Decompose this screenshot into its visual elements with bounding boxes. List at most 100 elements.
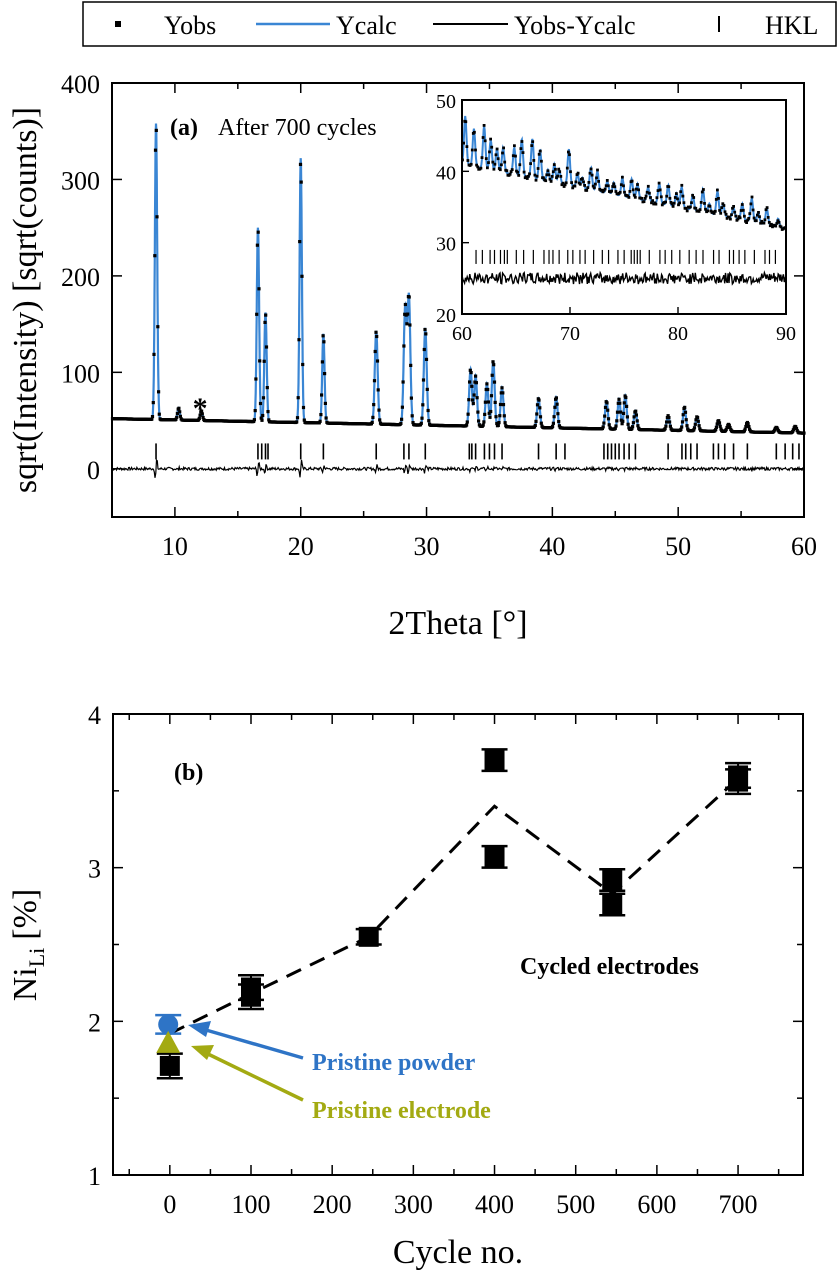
obs-point bbox=[321, 334, 325, 338]
cycled-electrode-point bbox=[241, 986, 261, 1007]
obs-point bbox=[260, 418, 264, 422]
inset-obs-point bbox=[679, 190, 683, 194]
inset-obs-point bbox=[487, 161, 490, 164]
obs-point bbox=[301, 405, 306, 410]
inset-obs-point bbox=[646, 184, 650, 188]
b-x-tick-label: 700 bbox=[719, 1190, 758, 1219]
obs-point bbox=[156, 325, 160, 329]
inset-obs-point bbox=[631, 188, 635, 192]
cycled-electrode-point bbox=[358, 926, 379, 947]
inset-obs-point bbox=[717, 197, 720, 200]
inset-obs-point bbox=[571, 186, 575, 190]
obs-point bbox=[696, 419, 700, 423]
obs-point bbox=[620, 422, 624, 426]
inset-obs-point bbox=[560, 183, 564, 187]
cycled-electrode-point bbox=[484, 750, 505, 771]
obs-point bbox=[679, 427, 683, 431]
inset-obs-point bbox=[604, 184, 608, 188]
obs-point bbox=[319, 413, 323, 417]
obs-point bbox=[697, 424, 701, 428]
inset-obs-point bbox=[517, 174, 521, 177]
b-y-label-unit: [%] bbox=[7, 889, 44, 940]
inset-obs-point bbox=[557, 167, 561, 171]
inset-obs-point bbox=[605, 179, 609, 182]
inset-hkl-ticks bbox=[475, 249, 776, 264]
inset-obs-point bbox=[658, 188, 662, 192]
obs-point bbox=[692, 428, 696, 432]
obs-point bbox=[747, 425, 751, 429]
inset-obs-point bbox=[479, 166, 483, 170]
pristine-electrode-point bbox=[156, 1030, 181, 1053]
obs-point bbox=[501, 403, 506, 407]
cycled-electrode-point bbox=[602, 869, 623, 890]
obs-point bbox=[634, 413, 638, 417]
obs-point bbox=[714, 425, 718, 429]
inset-obs-point bbox=[536, 167, 540, 170]
obs-point bbox=[409, 363, 413, 367]
legend-label-hkl: HKL bbox=[765, 11, 818, 40]
inset-obs-point bbox=[690, 201, 693, 205]
inset-obs-point bbox=[637, 188, 640, 192]
obs-point bbox=[371, 415, 375, 419]
obs-point bbox=[375, 334, 379, 339]
inset-obs-point bbox=[500, 163, 503, 167]
obs-point bbox=[399, 421, 403, 425]
obs-point bbox=[635, 419, 639, 423]
b-y-label-sub: Li bbox=[24, 948, 49, 968]
inset-obs-point bbox=[689, 205, 692, 209]
inset-obs-point bbox=[595, 176, 598, 180]
obs-point bbox=[553, 405, 557, 409]
inset-obs-point bbox=[722, 204, 726, 207]
inset-obs-point bbox=[558, 170, 562, 174]
inset-obs-point bbox=[503, 160, 507, 164]
obs-point bbox=[668, 424, 672, 428]
legend: Yobs Ycalc Yobs-Ycalc HKL bbox=[82, 1, 837, 47]
inset-obs-point bbox=[493, 162, 497, 166]
obs-point bbox=[717, 421, 722, 425]
obs-point bbox=[488, 415, 492, 419]
obs-point bbox=[685, 424, 689, 428]
obs-point bbox=[324, 416, 328, 420]
inset-y-ticks: 20 30 40 50 bbox=[436, 91, 469, 327]
trend-line bbox=[169, 777, 740, 1035]
inset-obs-point bbox=[774, 224, 778, 228]
inset-obs-point bbox=[466, 159, 470, 162]
obs-point bbox=[262, 359, 266, 363]
inset-obs-point bbox=[768, 224, 772, 228]
obs-point bbox=[665, 420, 669, 424]
obs-point bbox=[552, 415, 556, 419]
obs-point bbox=[551, 424, 555, 428]
inset-obs-point bbox=[633, 195, 637, 199]
inset-obs-point bbox=[739, 209, 743, 212]
inset-obs-point bbox=[585, 189, 589, 192]
obs-point bbox=[667, 416, 671, 420]
inset-obs-point bbox=[621, 175, 624, 179]
obs-point bbox=[177, 406, 181, 410]
inset-obs-point bbox=[718, 209, 721, 212]
inset-obs-point bbox=[752, 216, 756, 220]
obs-point bbox=[794, 426, 799, 431]
obs-point bbox=[377, 408, 381, 412]
obs-point bbox=[744, 424, 748, 429]
x-tick-label: 10 bbox=[162, 532, 188, 561]
inset-obs-point bbox=[746, 218, 750, 222]
inset-obs-point bbox=[736, 217, 740, 221]
obs-point bbox=[424, 357, 429, 361]
inset-obs-point bbox=[677, 203, 680, 207]
inset-obs-point bbox=[618, 190, 622, 194]
obs-point bbox=[200, 412, 204, 416]
obs-point bbox=[252, 419, 256, 423]
inset-obs-point bbox=[538, 149, 542, 153]
obs-point bbox=[154, 128, 158, 132]
inset-obs-point bbox=[576, 171, 580, 175]
inset-obs-point bbox=[569, 170, 572, 174]
y-axis-ticks: 0 100 200 300 400 bbox=[61, 70, 804, 485]
inset-obs-point bbox=[489, 137, 492, 141]
obs-point bbox=[372, 379, 377, 383]
inset-obs-point bbox=[623, 190, 626, 194]
obs-point bbox=[301, 362, 305, 367]
b-x-tick-label: 0 bbox=[163, 1190, 176, 1219]
y-axis-label: sqrt(Intensity) [sqrt(counts)] bbox=[7, 107, 44, 493]
obs-point bbox=[405, 322, 409, 326]
inset-obs-point bbox=[699, 201, 703, 204]
